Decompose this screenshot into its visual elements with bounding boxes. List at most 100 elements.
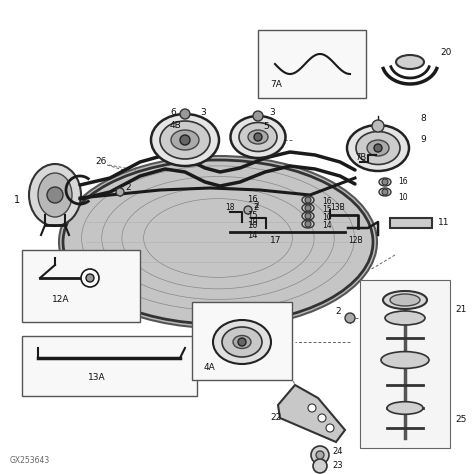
Text: 10: 10: [398, 193, 408, 202]
Ellipse shape: [381, 352, 429, 368]
Circle shape: [313, 459, 327, 473]
Bar: [360, 280, 450, 448]
Circle shape: [382, 179, 388, 185]
Bar: [22, 250, 140, 322]
Circle shape: [116, 188, 124, 196]
Circle shape: [305, 213, 311, 219]
Ellipse shape: [302, 212, 314, 220]
Text: 3: 3: [200, 108, 206, 117]
Circle shape: [382, 189, 388, 195]
Text: 16: 16: [398, 177, 408, 186]
Text: 7B: 7B: [355, 154, 366, 163]
Text: 8: 8: [420, 113, 426, 122]
Text: 12B: 12B: [348, 236, 363, 245]
Text: 19: 19: [248, 218, 258, 227]
Text: GX253643: GX253643: [10, 456, 50, 465]
Text: 2: 2: [253, 203, 258, 212]
Ellipse shape: [59, 156, 377, 328]
Circle shape: [374, 144, 382, 152]
Bar: [192, 302, 292, 380]
Text: 16: 16: [247, 195, 258, 204]
Bar: [390, 218, 432, 228]
Ellipse shape: [387, 401, 423, 414]
Text: 15: 15: [322, 204, 332, 213]
Ellipse shape: [222, 327, 262, 357]
Text: 26: 26: [95, 157, 106, 166]
Circle shape: [244, 206, 252, 214]
Text: 24: 24: [332, 447, 343, 456]
Text: 10: 10: [247, 220, 257, 229]
Text: 2: 2: [253, 201, 259, 210]
Circle shape: [47, 187, 63, 203]
Ellipse shape: [248, 130, 268, 144]
Ellipse shape: [390, 294, 420, 306]
Text: 15: 15: [247, 210, 257, 219]
Ellipse shape: [151, 114, 219, 166]
Ellipse shape: [213, 320, 271, 364]
Text: 12A: 12A: [52, 295, 70, 304]
Text: 16: 16: [322, 197, 332, 206]
Circle shape: [311, 446, 329, 464]
Ellipse shape: [239, 122, 277, 152]
Circle shape: [238, 338, 246, 346]
Ellipse shape: [233, 336, 251, 348]
Circle shape: [305, 197, 311, 203]
Text: 3: 3: [269, 108, 275, 117]
Text: 13A: 13A: [88, 374, 106, 383]
Ellipse shape: [63, 160, 373, 324]
Ellipse shape: [302, 204, 314, 212]
Circle shape: [86, 274, 94, 282]
Ellipse shape: [302, 196, 314, 204]
Circle shape: [81, 269, 99, 287]
Text: 4B: 4B: [170, 120, 182, 129]
Circle shape: [345, 313, 355, 323]
Text: 6: 6: [170, 108, 176, 117]
Circle shape: [316, 451, 324, 459]
Circle shape: [253, 111, 263, 121]
Text: 14: 14: [247, 230, 257, 239]
Polygon shape: [278, 385, 345, 442]
Text: 20: 20: [440, 47, 451, 56]
Text: 11: 11: [438, 218, 449, 227]
Circle shape: [305, 221, 311, 227]
Text: 21: 21: [455, 306, 466, 315]
Text: 25: 25: [455, 416, 466, 425]
Circle shape: [326, 424, 334, 432]
Ellipse shape: [356, 131, 400, 164]
Text: 23: 23: [332, 461, 343, 470]
Text: 17: 17: [270, 236, 282, 245]
Ellipse shape: [38, 173, 72, 217]
Circle shape: [180, 135, 190, 145]
Text: 14: 14: [322, 220, 332, 229]
Text: 2: 2: [335, 308, 341, 317]
Text: 1: 1: [14, 195, 20, 205]
Bar: [258, 30, 366, 98]
Circle shape: [372, 120, 384, 132]
Text: 22: 22: [270, 413, 281, 422]
Ellipse shape: [379, 178, 391, 186]
Ellipse shape: [302, 220, 314, 228]
Ellipse shape: [29, 164, 81, 226]
Ellipse shape: [385, 311, 425, 325]
Ellipse shape: [347, 125, 409, 171]
Circle shape: [305, 205, 311, 211]
Text: 13B: 13B: [330, 203, 345, 212]
Text: 4A: 4A: [204, 364, 216, 373]
Ellipse shape: [230, 116, 285, 158]
Ellipse shape: [367, 140, 389, 156]
Circle shape: [308, 404, 316, 412]
Text: 5: 5: [263, 121, 269, 130]
Text: 10: 10: [322, 212, 332, 221]
Ellipse shape: [383, 291, 427, 309]
Ellipse shape: [396, 55, 424, 69]
Circle shape: [254, 133, 262, 141]
Bar: [22, 336, 197, 396]
Ellipse shape: [379, 188, 391, 196]
Text: 2: 2: [125, 183, 131, 192]
Text: 9: 9: [420, 136, 426, 145]
Text: 7A: 7A: [270, 80, 282, 89]
Circle shape: [180, 109, 190, 119]
Text: 18: 18: [225, 203, 235, 212]
Ellipse shape: [160, 121, 210, 159]
Circle shape: [318, 414, 326, 422]
